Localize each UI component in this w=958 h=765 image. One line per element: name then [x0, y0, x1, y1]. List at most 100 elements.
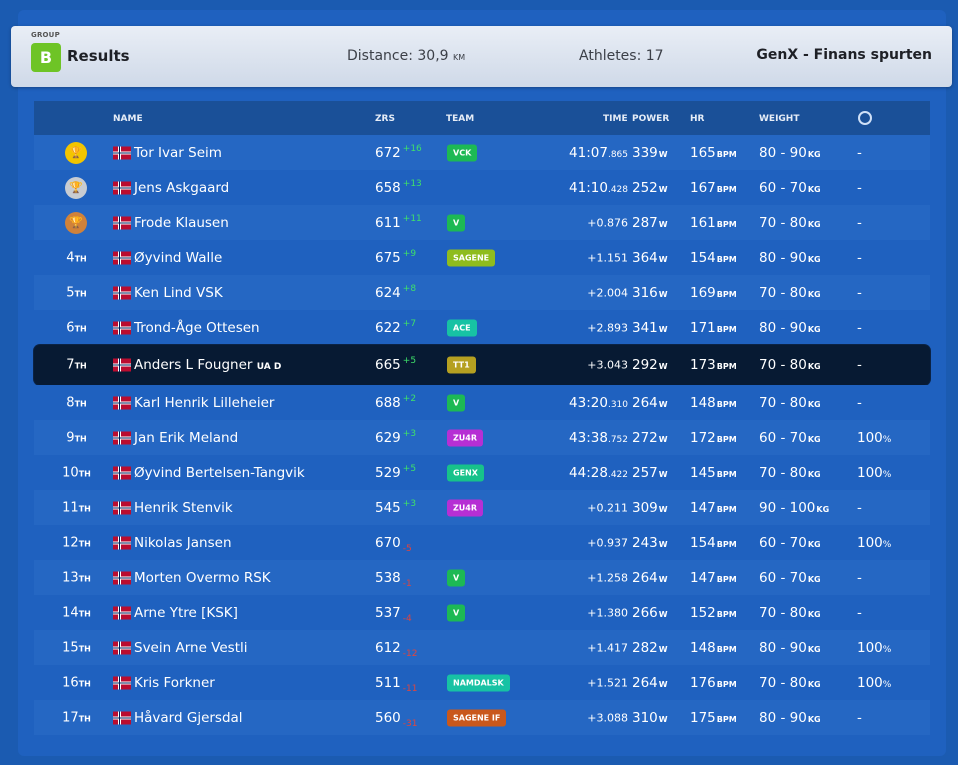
- team-badge[interactable]: V: [447, 569, 466, 586]
- column-time[interactable]: TIME: [603, 114, 628, 124]
- time-ms: .428: [607, 184, 628, 195]
- rider-name[interactable]: Morten Overmo RSK: [134, 570, 271, 586]
- team-badge[interactable]: V: [447, 214, 466, 231]
- zrs-score: 612 -12: [375, 640, 417, 659]
- zrs-score: 537 -4: [375, 605, 412, 624]
- rider-name[interactable]: Kris Forkner: [134, 675, 215, 691]
- team-badge[interactable]: SAGENE IF: [447, 709, 507, 726]
- team-badge[interactable]: TT1: [447, 356, 476, 374]
- rider-name[interactable]: Henrik Stenvik: [134, 500, 233, 516]
- time-gap: +1.521: [587, 676, 628, 689]
- time-gap: +0.211: [587, 501, 628, 514]
- column-team[interactable]: TEAM: [446, 114, 475, 124]
- zrs-delta: -4: [402, 613, 412, 624]
- heart-rate: 161BPM: [690, 215, 737, 231]
- hr-unit: BPM: [716, 539, 737, 549]
- rider-name[interactable]: Anders L Fougner UA D: [134, 357, 281, 373]
- power-unit: W: [658, 679, 668, 689]
- search-filter-icon[interactable]: [858, 111, 872, 125]
- extra-value: -: [857, 570, 862, 586]
- table-body: 🏆 Tor Ivar Seim 672 +16 VCK 41:07.865 339…: [34, 135, 930, 735]
- team-badge[interactable]: V: [447, 394, 466, 411]
- position: 9TH: [34, 430, 119, 445]
- weight-number: 70 - 80: [759, 674, 807, 691]
- zrs-value: 560: [375, 709, 401, 726]
- table-row[interactable]: 🏆 Frode Klausen 611 +11 V +0.876 287W 161…: [34, 205, 930, 240]
- table-row[interactable]: 4TH Øyvind Walle 675 +9 SAGENE +1.151 364…: [34, 240, 930, 275]
- rider-name[interactable]: Tor Ivar Seim: [134, 145, 222, 161]
- weight-unit: KG: [807, 469, 821, 479]
- rider-name[interactable]: Arne Ytre [KSK]: [134, 605, 238, 621]
- table-row[interactable]: 14TH Arne Ytre [KSK] 537 -4 V +1.380 266W…: [34, 595, 930, 630]
- position-suffix: TH: [78, 714, 91, 723]
- time-gap: +0.937: [587, 536, 628, 549]
- rider-name[interactable]: Øyvind Bertelsen-Tangvik: [134, 465, 305, 481]
- table-row[interactable]: 6TH Trond-Åge Ottesen 622 +7 ACE +2.893 3…: [34, 310, 930, 345]
- table-row[interactable]: 8TH Karl Henrik Lilleheier 688 +2 V 43:20…: [34, 385, 930, 420]
- table-row[interactable]: 10TH Øyvind Bertelsen-Tangvik 529 +5 GENX…: [34, 455, 930, 490]
- weight-range: 90 - 100KG: [759, 500, 829, 516]
- position-suffix: TH: [78, 469, 91, 478]
- table-row[interactable]: 16TH Kris Forkner 511 -11 NAMDALSK +1.521…: [34, 665, 930, 700]
- extra-number: -: [857, 249, 862, 266]
- table-row[interactable]: 7TH Anders L Fougner UA D 665 +5 TT1 +3.0…: [34, 345, 930, 385]
- column-weight[interactable]: WEIGHT: [759, 114, 800, 124]
- time-ms: .422: [607, 469, 628, 480]
- team-badge[interactable]: ACE: [447, 319, 477, 336]
- team-badge[interactable]: V: [447, 604, 466, 621]
- zrs-delta: +5: [402, 356, 417, 366]
- rider-name-text: Håvard Gjersdal: [134, 709, 243, 726]
- hr-number: 176: [690, 674, 716, 691]
- table-row[interactable]: 5TH Ken Lind VSK 624 +8 +2.004 316W 169BP…: [34, 275, 930, 310]
- team-badge[interactable]: VCK: [447, 144, 478, 161]
- weight-number: 70 - 80: [759, 214, 807, 231]
- column-hr[interactable]: HR: [690, 114, 705, 124]
- rider-name[interactable]: Frode Klausen: [134, 215, 229, 231]
- rider-name[interactable]: Karl Henrik Lilleheier: [134, 395, 274, 411]
- column-zrs[interactable]: ZRS: [375, 114, 395, 124]
- power-number: 282: [632, 639, 658, 656]
- power-value: 266W: [632, 605, 668, 621]
- rider-name[interactable]: Jens Askgaard: [134, 180, 229, 196]
- rider-name[interactable]: Håvard Gjersdal: [134, 710, 243, 726]
- table-row[interactable]: 12TH Nikolas Jansen 670 -5 +0.937 243W 15…: [34, 525, 930, 560]
- rider-name[interactable]: Svein Arne Vestli: [134, 640, 247, 656]
- rider-name[interactable]: Jan Erik Meland: [134, 430, 238, 446]
- rider-name[interactable]: Trond-Åge Ottesen: [134, 320, 260, 336]
- power-unit: W: [658, 469, 668, 479]
- rider-name[interactable]: Nikolas Jansen: [134, 535, 232, 551]
- weight-range: 70 - 80KG: [759, 605, 821, 621]
- rider-name[interactable]: Øyvind Walle: [134, 250, 222, 266]
- team-badge[interactable]: NAMDALSK: [447, 674, 510, 691]
- table-row[interactable]: 🏆 Tor Ivar Seim 672 +16 VCK 41:07.865 339…: [34, 135, 930, 170]
- extra-number: -: [857, 319, 862, 336]
- column-name[interactable]: NAME: [113, 114, 143, 124]
- rider-name[interactable]: Ken Lind VSK: [134, 285, 223, 301]
- zrs-value: 675: [375, 249, 401, 266]
- weight-number: 80 - 90: [759, 319, 807, 336]
- power-number: 339: [632, 144, 658, 161]
- table-row[interactable]: 🏆 Jens Askgaard 658 +13 41:10.428 252W 16…: [34, 170, 930, 205]
- zrs-score: 529 +5: [375, 464, 416, 481]
- column-power[interactable]: POWER: [632, 114, 670, 124]
- table-row[interactable]: 17TH Håvard Gjersdal 560 -31 SAGENE IF +3…: [34, 700, 930, 735]
- results-table: NAME ZRS TEAM TIME POWER HR WEIGHT 🏆 Tor…: [34, 101, 930, 735]
- team-badge[interactable]: ZU4R: [447, 429, 484, 446]
- zrs-delta: -1: [402, 578, 412, 589]
- position-suffix: TH: [78, 504, 91, 513]
- table-row[interactable]: 9TH Jan Erik Meland 629 +3 ZU4R 43:38.752…: [34, 420, 930, 455]
- table-row[interactable]: 11TH Henrik Stenvik 545 +3 ZU4R +0.211 30…: [34, 490, 930, 525]
- finish-time: 41:07.865: [569, 145, 628, 161]
- team-badge[interactable]: GENX: [447, 464, 484, 481]
- zrs-score: 688 +2: [375, 394, 416, 411]
- team-badge[interactable]: ZU4R: [447, 499, 484, 516]
- heart-rate: 152BPM: [690, 605, 737, 621]
- position-suffix: TH: [78, 609, 91, 618]
- trophy-bronze-icon: 🏆: [65, 211, 87, 234]
- extra-unit: %: [882, 469, 892, 480]
- team-badge[interactable]: SAGENE: [447, 249, 496, 266]
- table-row[interactable]: 15TH Svein Arne Vestli 612 -12 +1.417 282…: [34, 630, 930, 665]
- table-row[interactable]: 13TH Morten Overmo RSK 538 -1 V +1.258 26…: [34, 560, 930, 595]
- hr-unit: BPM: [716, 324, 737, 334]
- time-main: 41:07: [569, 144, 608, 161]
